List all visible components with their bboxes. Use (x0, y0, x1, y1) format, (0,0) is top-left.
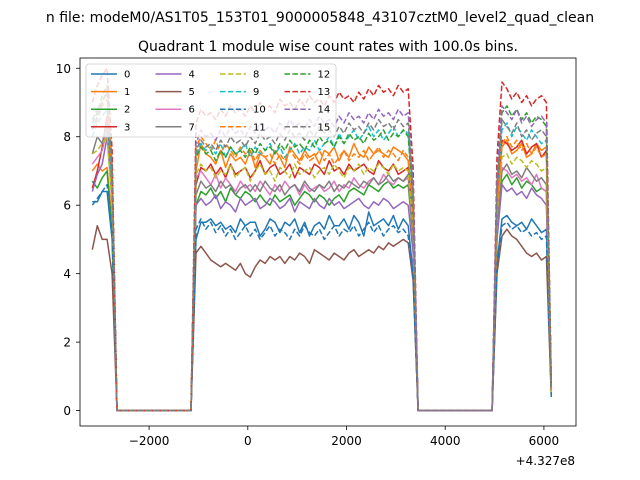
series-line-0 (92, 190, 553, 412)
legend-label-9: 9 (253, 87, 259, 98)
series-line-8 (91, 135, 553, 412)
x-tick-label: 0 (244, 434, 252, 448)
legend-label-14: 14 (318, 105, 331, 116)
x-tick-label: 6000 (529, 434, 560, 448)
y-tick-label: 0 (63, 404, 71, 418)
y-tick-label: 6 (63, 199, 71, 213)
series-line-5 (91, 224, 553, 412)
x-tick-label: 4000 (430, 434, 461, 448)
legend-label-7: 7 (189, 122, 195, 133)
y-tick-label: 8 (63, 130, 71, 144)
legend-label-3: 3 (124, 122, 130, 133)
legend-box (85, 63, 337, 138)
y-tick-label: 2 (63, 336, 71, 350)
axes-frame (79, 57, 577, 427)
x-axis-offset-label: +4.327e8 (516, 454, 575, 468)
legend-label-4: 4 (189, 70, 195, 81)
x-tick-label: −2000 (129, 434, 170, 448)
series-line-7 (91, 122, 553, 412)
legend-label-6: 6 (189, 105, 195, 116)
chart-title: Quadrant 1 module wise count rates with … (138, 39, 518, 55)
x-tick-label: 2000 (331, 434, 362, 448)
legend-label-1: 1 (124, 87, 130, 98)
legend-label-12: 12 (318, 70, 331, 81)
legend-label-5: 5 (189, 87, 195, 98)
legend-label-15: 15 (318, 122, 331, 133)
figure-suptitle: n file: modeM0/AS1T05_153T01_9000005848_… (46, 10, 594, 26)
legend-label-11: 11 (253, 122, 266, 133)
series-line-1 (91, 139, 553, 412)
legend-label-10: 10 (253, 105, 266, 116)
legend-label-2: 2 (124, 105, 130, 116)
legend-label-13: 13 (318, 87, 331, 98)
series-line-3 (91, 115, 553, 412)
y-tick-label: 10 (56, 62, 71, 76)
legend-label-0: 0 (124, 70, 130, 81)
series-line-10 (91, 183, 553, 412)
legend-label-8: 8 (253, 70, 259, 81)
series-line-4 (91, 135, 553, 412)
y-tick-label: 4 (63, 267, 71, 281)
